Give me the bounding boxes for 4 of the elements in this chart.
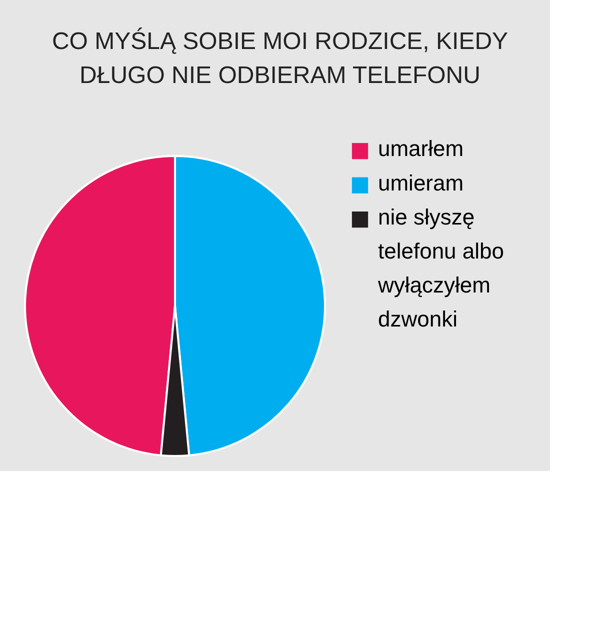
legend-label: nie słyszę telefonu albo wyłączyłem dzwonki	[377, 204, 504, 332]
legend-label: umarłem	[378, 136, 464, 161]
chart-title: CO MYŚLĄ SOBIE MOI RODZICE, KIEDY DŁUGO NIE ODBIERAM TELEFONU	[52, 27, 508, 89]
legend-label: umieram	[378, 170, 464, 196]
